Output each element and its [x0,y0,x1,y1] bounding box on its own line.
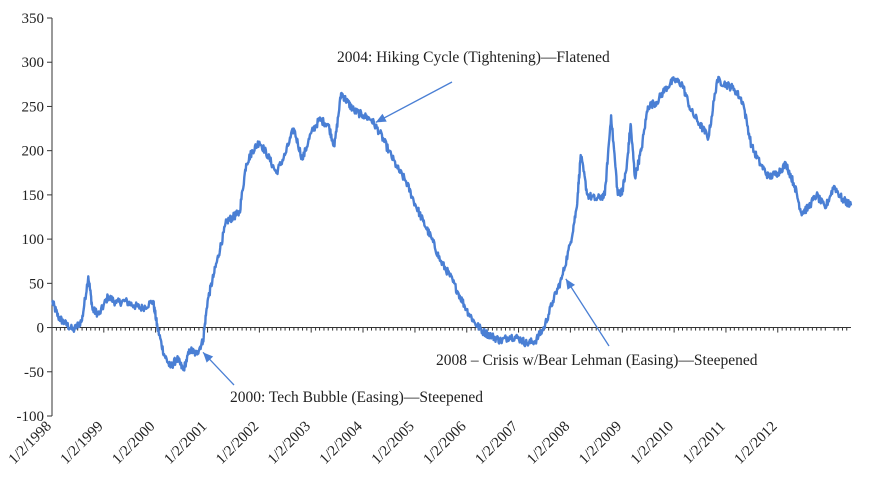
x-tick-label: 1/2/2012 [732,419,781,468]
y-tick-label: 150 [22,188,45,204]
annotation-tech: 2000: Tech Bubble (Easing)—Steepened [202,351,483,406]
annotation-tech-label: 2000: Tech Bubble (Easing)—Steepened [230,389,483,406]
x-tick-label: 1/2/2011 [680,419,729,468]
y-tick-label: 200 [22,144,45,160]
annotation-hiking-arrow [375,81,453,123]
x-tick-label: 1/2/2008 [524,419,573,468]
x-tick-label: 1/2/2005 [369,419,418,468]
annotation-hiking-label: 2004: Hiking Cycle (Tightening)—Flatened [337,49,610,66]
x-tick-label: 1/2/2009 [576,419,625,468]
y-axis: -100 -50 0 50 100 150 200 250 300 350 [17,11,53,425]
x-tick-label: 1/2/1999 [58,419,107,468]
annotation-hiking: 2004: Hiking Cycle (Tightening)—Flatened [337,49,610,123]
y-tick-label: 50 [29,276,44,292]
x-tick-label: 1/2/2010 [628,419,677,468]
annotation-crisis: 2008 – Crisis w/Bear Lehman (Easing)—Ste… [436,278,758,369]
x-tick-label: 1/2/2001 [161,419,210,468]
x-tick-label: 1/2/2007 [472,418,521,467]
x-tick-label: 1/2/2002 [213,419,262,468]
y-tick-label: 0 [37,321,45,337]
annotation-crisis-label: 2008 – Crisis w/Bear Lehman (Easing)—Ste… [436,352,758,369]
y-tick-label: 250 [22,99,45,115]
annotation-tech-arrowhead [203,352,214,363]
y-tick-label: 350 [22,11,45,27]
x-tick-label: 1/2/2003 [265,419,314,468]
annotation-crisis-arrow [565,278,610,347]
annotation-hiking-arrowhead [375,113,387,123]
annotation-crisis-arrowhead [565,278,576,290]
x-tick-label: 1/2/2004 [317,418,366,467]
y-tick-label: 100 [22,232,45,248]
y-tick-label: -50 [24,365,44,381]
series-group [51,75,853,372]
y-tick-label: 300 [22,55,45,71]
y-tick-label: -100 [17,409,45,425]
x-tick-label: 1/2/1998 [6,419,55,468]
x-tick-label: 1/2/2006 [421,418,470,467]
series-line [51,75,853,372]
x-tick-label: 1/2/2000 [109,419,158,468]
